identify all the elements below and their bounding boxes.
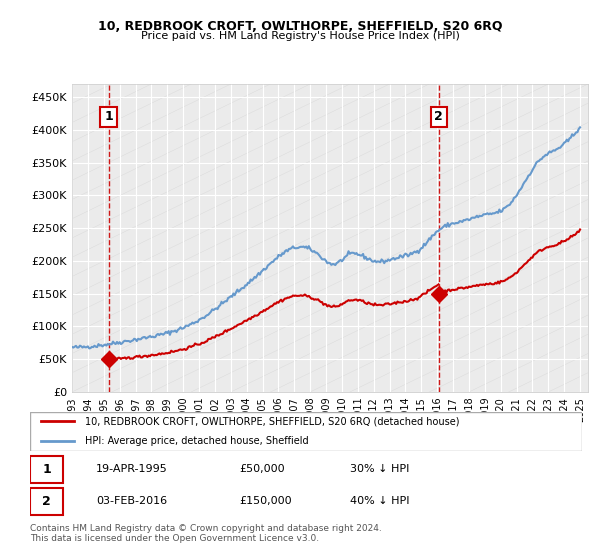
Text: 10, REDBROOK CROFT, OWLTHORPE, SHEFFIELD, S20 6RQ (detached house): 10, REDBROOK CROFT, OWLTHORPE, SHEFFIELD… [85,417,460,426]
Text: 10, REDBROOK CROFT, OWLTHORPE, SHEFFIELD, S20 6RQ: 10, REDBROOK CROFT, OWLTHORPE, SHEFFIELD… [98,20,502,32]
Text: 1: 1 [42,463,51,475]
Text: 30% ↓ HPI: 30% ↓ HPI [350,464,410,474]
Bar [30,455,63,483]
Bar [72,84,588,392]
Text: 2: 2 [434,110,443,123]
Text: HPI: Average price, detached house, Sheffield: HPI: Average price, detached house, Shef… [85,436,309,446]
Text: Contains HM Land Registry data © Crown copyright and database right 2024.
This d: Contains HM Land Registry data © Crown c… [30,524,382,543]
Text: 03-FEB-2016: 03-FEB-2016 [96,496,167,506]
Text: 40% ↓ HPI: 40% ↓ HPI [350,496,410,506]
Text: Price paid vs. HM Land Registry's House Price Index (HPI): Price paid vs. HM Land Registry's House … [140,31,460,41]
Text: £50,000: £50,000 [240,464,286,474]
Bar [30,488,63,515]
Text: 1: 1 [104,110,113,123]
Text: 19-APR-1995: 19-APR-1995 [96,464,168,474]
Text: 2: 2 [42,494,51,508]
Text: £150,000: £150,000 [240,496,292,506]
